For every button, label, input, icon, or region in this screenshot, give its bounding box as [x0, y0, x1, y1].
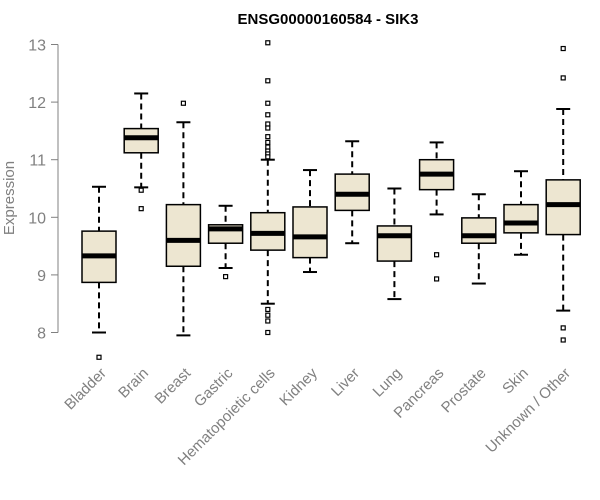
outlier-point	[560, 337, 566, 343]
y-tick-label: 11	[29, 153, 46, 170]
outlier-point	[560, 325, 566, 331]
iqr-box	[461, 217, 497, 244]
outlier-point	[265, 318, 271, 324]
y-axis-ticks: 8 9 10 11 12 13	[28, 38, 58, 343]
box-brain	[123, 92, 159, 212]
iqr-box	[376, 225, 413, 262]
outlier-point	[265, 78, 271, 84]
iqr-box	[165, 203, 202, 268]
y-tick-label: 8	[37, 326, 46, 343]
x-tick-label: Lung	[370, 365, 406, 401]
outlier-point	[265, 112, 271, 118]
outlier-point	[434, 252, 440, 258]
box-prostate	[461, 193, 497, 285]
outlier-point	[180, 100, 186, 106]
box-unknown-other	[545, 45, 581, 343]
boxes-group	[81, 40, 581, 360]
outlier-point	[265, 306, 271, 313]
box-gastric	[207, 204, 244, 280]
x-tick-label: Breast	[152, 364, 195, 407]
chart-title: ENSG00000160584 - SIK3	[238, 11, 419, 28]
outlier-point	[223, 274, 229, 280]
outlier-point	[265, 154, 271, 160]
outlier-point	[265, 100, 271, 106]
outlier-point	[560, 75, 566, 81]
outlier-point	[138, 206, 144, 212]
iqr-box	[503, 203, 539, 234]
y-tick-label: 10	[28, 210, 46, 227]
x-tick-label: Bladder	[61, 365, 110, 414]
outlier-point	[265, 139, 271, 146]
box-liver	[334, 140, 370, 245]
outlier-point	[265, 125, 271, 131]
y-tick-label: 9	[37, 268, 46, 285]
y-tick-label: 12	[28, 95, 46, 112]
outlier-point	[265, 144, 271, 150]
outlier-point	[265, 312, 271, 318]
outlier-point	[265, 329, 271, 336]
outlier-point	[265, 40, 271, 46]
x-tick-label: Liver	[328, 365, 363, 400]
outlier-point	[138, 187, 144, 193]
box-bladder	[81, 185, 117, 360]
x-tick-label: Prostate	[438, 365, 490, 417]
outlier-point	[96, 354, 102, 360]
box-lung	[376, 187, 413, 301]
x-tick-label: Kidney	[276, 364, 321, 409]
outlier-point	[560, 45, 566, 52]
outlier-point	[434, 276, 440, 282]
box-breast	[165, 100, 202, 337]
iqr-box	[292, 206, 328, 259]
iqr-box	[545, 179, 581, 236]
outlier-point	[265, 134, 271, 140]
box-hematopoietic-cells	[250, 40, 286, 336]
y-tick-label: 13	[28, 38, 46, 55]
box-pancreas	[418, 141, 455, 282]
box-skin	[503, 170, 539, 256]
x-tick-label: Skin	[499, 365, 532, 398]
box-kidney	[292, 169, 328, 274]
x-tick-label: Brain	[115, 365, 152, 402]
iqr-box	[123, 127, 159, 154]
y-axis-title: Expression	[1, 161, 18, 235]
outlier-point	[265, 121, 271, 127]
